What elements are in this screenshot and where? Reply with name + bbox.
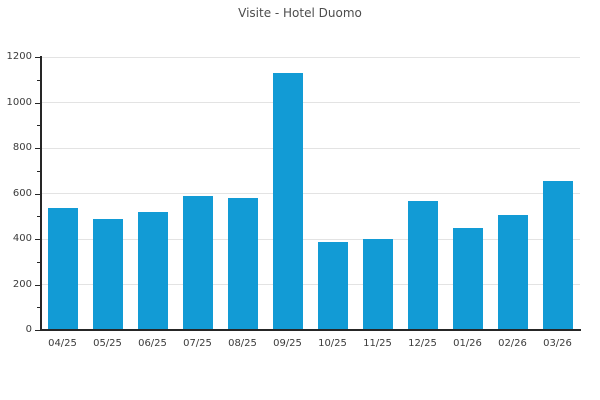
y-major-tick	[35, 102, 40, 104]
bar-06/25	[137, 211, 168, 330]
bar-01/26	[452, 227, 483, 330]
x-axis-line	[40, 329, 581, 331]
chart-title: Visite - Hotel Duomo	[238, 6, 362, 20]
x-tick-label: 11/25	[363, 338, 392, 349]
y-minor-tick	[37, 79, 40, 81]
x-tick-label: 10/25	[318, 338, 347, 349]
bar-03/26	[542, 180, 573, 330]
x-tick-label: 09/25	[273, 338, 302, 349]
y-major-tick	[35, 330, 40, 331]
bar-12/25	[407, 201, 438, 330]
bar-10/25	[317, 242, 348, 330]
y-minor-tick	[37, 216, 40, 218]
x-tick-label: 05/25	[93, 338, 122, 349]
y-major-tick	[35, 239, 40, 240]
y-tick-label: 600	[12, 187, 32, 199]
y-tick-label: 1200	[6, 51, 32, 62]
y-major-tick	[35, 148, 40, 149]
gridline	[41, 147, 580, 149]
x-tick-label: 08/25	[228, 338, 257, 349]
y-major-tick	[35, 284, 40, 286]
y-minor-tick	[37, 261, 40, 263]
y-tick-label: 800	[12, 142, 32, 153]
y-minor-tick	[37, 125, 40, 127]
x-tick-label: 02/26	[498, 338, 527, 349]
gridline	[41, 102, 580, 103]
y-tick-label: 0	[25, 324, 32, 335]
y-tick-label: 400	[12, 233, 32, 244]
y-tick-label: 200	[12, 278, 32, 290]
gridline	[41, 238, 580, 240]
bar-11/25	[362, 239, 393, 330]
bar-02/26	[497, 215, 528, 330]
x-tick-label: 03/26	[543, 338, 572, 349]
bar-09/25	[272, 72, 303, 330]
y-minor-tick	[37, 170, 40, 172]
y-tick-label: 1000	[6, 96, 32, 108]
gridline	[41, 284, 580, 285]
y-major-tick	[35, 193, 40, 195]
bar-04/25	[47, 208, 78, 330]
y-axis-line	[40, 56, 42, 330]
y-minor-tick	[37, 307, 40, 309]
bar-08/25	[227, 198, 258, 330]
x-tick-label: 07/25	[183, 338, 212, 349]
bar-05/25	[92, 218, 123, 330]
gridline	[41, 193, 580, 194]
bar-07/25	[182, 195, 213, 330]
x-tick-label: 12/25	[408, 338, 437, 349]
x-tick-label: 01/26	[453, 338, 482, 349]
gridline	[41, 56, 580, 58]
x-tick-label: 04/25	[48, 338, 77, 349]
x-tick-label: 06/25	[138, 338, 167, 349]
y-major-tick	[35, 57, 40, 58]
